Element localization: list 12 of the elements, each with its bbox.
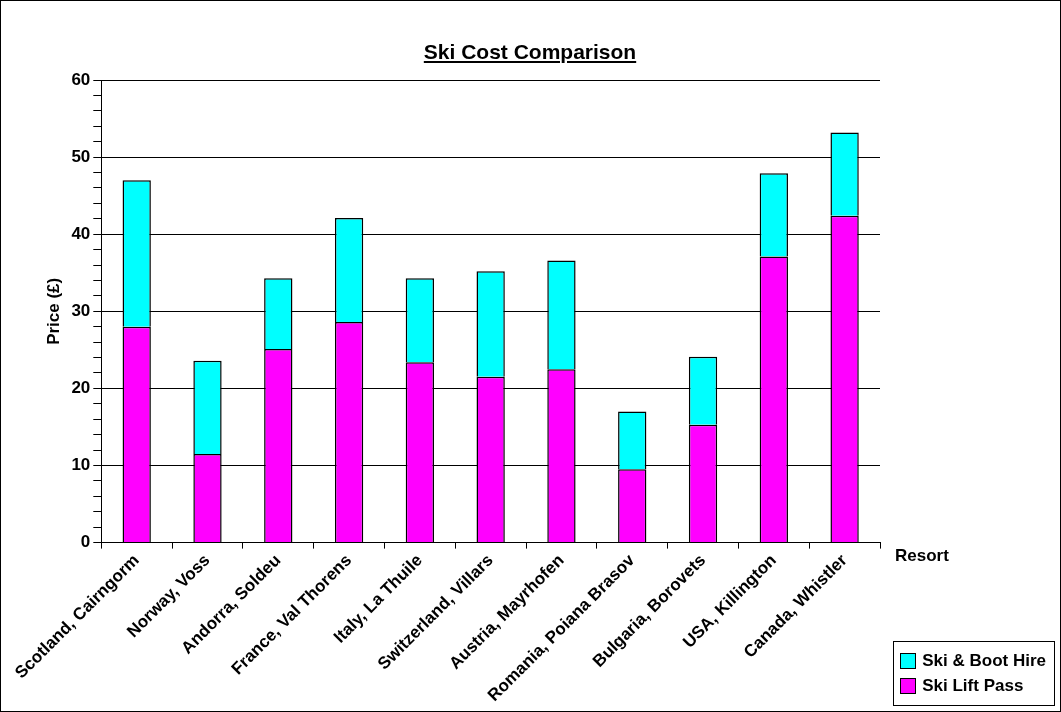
x-axis-title: Resort [895,546,949,566]
y-axis-title: Price (£) [43,277,63,345]
y-tick-label: 0 [80,532,91,552]
y-tick-label: 10 [71,455,91,475]
legend-label: Ski & Boot Hire [922,651,1046,671]
y-tick-label: 20 [71,378,91,398]
y-tick-label: 50 [71,146,91,166]
y-tick-label: 30 [71,301,91,320]
y-tick-label: 60 [71,69,91,89]
chart-title: Ski Cost Comparison [423,40,637,63]
legend-label: Ski Lift Pass [922,676,1024,696]
y-tick-label: 40 [71,223,91,243]
